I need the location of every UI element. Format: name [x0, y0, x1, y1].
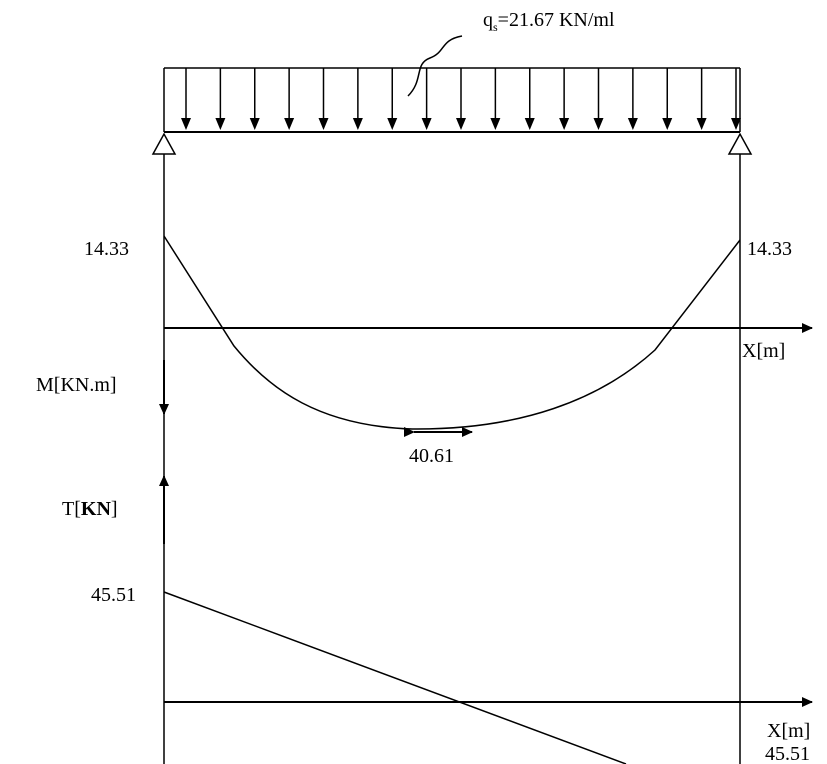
- shear-axis-label: T[KN]: [62, 498, 118, 520]
- load-arrows: [181, 68, 741, 130]
- shear-x-label: X[m]: [767, 720, 810, 742]
- load-arrow-icon: [318, 68, 329, 130]
- load-arrow-icon: [421, 68, 432, 130]
- moment-diagram: 14.33 14.33 X[m] M[KN.m] 40.61: [36, 235, 813, 467]
- load-arrow-icon: [559, 68, 570, 130]
- load-arrow-icon: [490, 68, 501, 130]
- shear-diagram: T[KN] 45.51 X[m] 45.51: [62, 475, 813, 764]
- load-arrow-icon: [731, 68, 741, 130]
- moment-left-value: 14.33: [84, 238, 129, 260]
- right-support-icon: [727, 132, 753, 155]
- left-support-icon: [151, 132, 177, 155]
- moment-mid-value: 40.61: [409, 445, 454, 467]
- load-leader-line: [407, 35, 463, 97]
- load-arrow-icon: [524, 68, 535, 130]
- shear-line: [163, 591, 627, 764]
- load-arrow-icon: [456, 68, 466, 130]
- moment-axis-label: M[KN.m]: [36, 374, 117, 396]
- load-arrow-icon: [662, 68, 673, 130]
- load-arrow-icon: [696, 68, 707, 130]
- load-arrow-icon: [352, 68, 363, 130]
- load-arrow-icon: [249, 68, 260, 130]
- load-arrow-icon: [181, 68, 191, 130]
- load-arrow-icon: [593, 68, 604, 130]
- shear-left-value: 45.51: [91, 584, 136, 606]
- moment-curve: [163, 235, 741, 430]
- load-arrow-icon: [627, 68, 638, 130]
- load-label: qs=21.67 KN/ml: [483, 9, 615, 34]
- shear-right-value: 45.51: [765, 743, 810, 764]
- load-arrow-icon: [284, 68, 295, 130]
- moment-right-value: 14.33: [747, 238, 792, 260]
- load-arrow-icon: [215, 68, 226, 130]
- moment-x-label: X[m]: [742, 340, 785, 362]
- distributed-load: [163, 67, 741, 133]
- load-arrow-icon: [387, 68, 398, 130]
